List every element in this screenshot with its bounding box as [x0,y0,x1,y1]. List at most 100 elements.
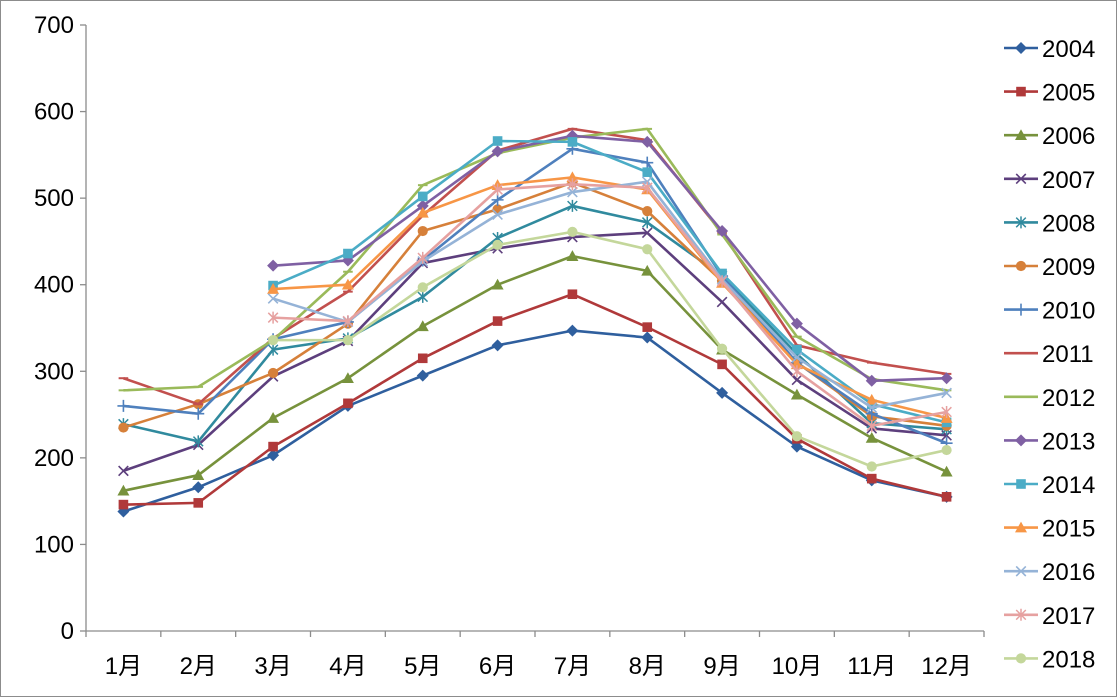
data-point [417,251,429,264]
legend-label: 2008 [1042,210,1095,237]
series-line [272,180,947,409]
legend-item: 2013 [1004,428,1095,455]
series-line [122,127,947,406]
data-point [491,339,504,352]
series-line [123,292,947,506]
data-point [941,444,952,456]
legend-label: 2018 [1042,646,1095,673]
series-line [123,329,947,513]
data-point [567,186,578,198]
data-point [641,216,653,229]
data-point [341,254,354,267]
data-point [567,178,578,191]
legend-marker [1015,608,1027,621]
legend-marker [1015,173,1027,185]
x-tick-label: 6月 [479,653,516,680]
series-2006 [117,250,953,496]
data-point [865,407,878,420]
data-point [341,278,354,290]
data-point [717,359,727,370]
data-point [267,449,280,462]
data-point [192,469,205,480]
series-line [273,230,947,468]
data-point [566,250,579,261]
legend-label: 2006 [1042,123,1095,150]
legend-marker [1015,42,1027,54]
data-point [267,367,279,379]
data-point [940,465,953,477]
data-point [118,465,129,477]
data-point [118,499,129,510]
data-point [491,278,504,290]
legend-label: 2009 [1042,254,1095,281]
data-point [417,225,428,237]
y-tick-label: 0 [61,618,74,645]
data-point [566,324,579,337]
x-tick-label: 9月 [703,653,740,680]
data-point [417,191,428,202]
data-point [641,135,654,148]
data-point [267,293,279,304]
data-point [192,435,204,448]
series-2014 [268,136,952,428]
data-point [416,369,429,382]
data-point [865,393,878,405]
data-point [642,206,653,217]
legend-label: 2012 [1042,385,1095,412]
data-point [641,331,654,344]
data-point [641,227,653,239]
legend-item: 2012 [1004,385,1095,412]
legend-label: 2004 [1042,36,1095,63]
legend-marker [1015,565,1027,577]
data-point [567,226,578,238]
data-point [343,398,353,409]
legend-label: 2017 [1042,603,1095,630]
y-tick-label: 300 [34,358,74,385]
series-line [123,254,948,493]
legend-marker [1015,216,1027,229]
data-point [642,322,653,332]
y-tick-label: 700 [34,12,74,39]
data-point [941,387,952,399]
data-point [716,225,729,238]
data-point [566,171,579,183]
series-2013 [267,129,953,387]
data-point [866,473,877,484]
x-tick-label: 2月 [180,653,217,680]
data-point [492,183,503,196]
data-point [642,167,653,177]
data-point [866,461,877,472]
data-point [940,372,953,385]
data-point [267,343,279,356]
legend-label: 2011 [1042,341,1094,368]
x-tick-label: 10月 [772,653,823,680]
series-layer [117,127,953,518]
data-point [567,199,578,212]
data-point [343,248,353,259]
data-point [791,374,803,386]
x-tick-label: 1月 [105,653,142,680]
legend-marker [1016,86,1026,97]
data-point [268,441,278,452]
data-point [567,289,578,300]
legend-item: 2010 [1004,298,1095,325]
legend-marker [1015,434,1027,447]
data-point [866,402,878,414]
series-line [272,134,947,383]
x-tick-label: 11月 [847,653,896,680]
legend-marker [1015,521,1027,533]
data-point [641,181,653,194]
legend-label: 2014 [1042,472,1095,499]
y-tick-label: 600 [34,99,74,126]
data-point [791,431,803,442]
legend-marker [1016,479,1026,489]
legend: 2004 2005 2006 2007 2008 2009 2010 2011 2012 2013… [1004,36,1095,673]
data-point [865,374,878,387]
data-point [416,199,429,212]
data-point [492,239,503,250]
x-tick-label: 8月 [629,653,666,680]
data-point [117,399,130,412]
data-point [193,498,204,508]
